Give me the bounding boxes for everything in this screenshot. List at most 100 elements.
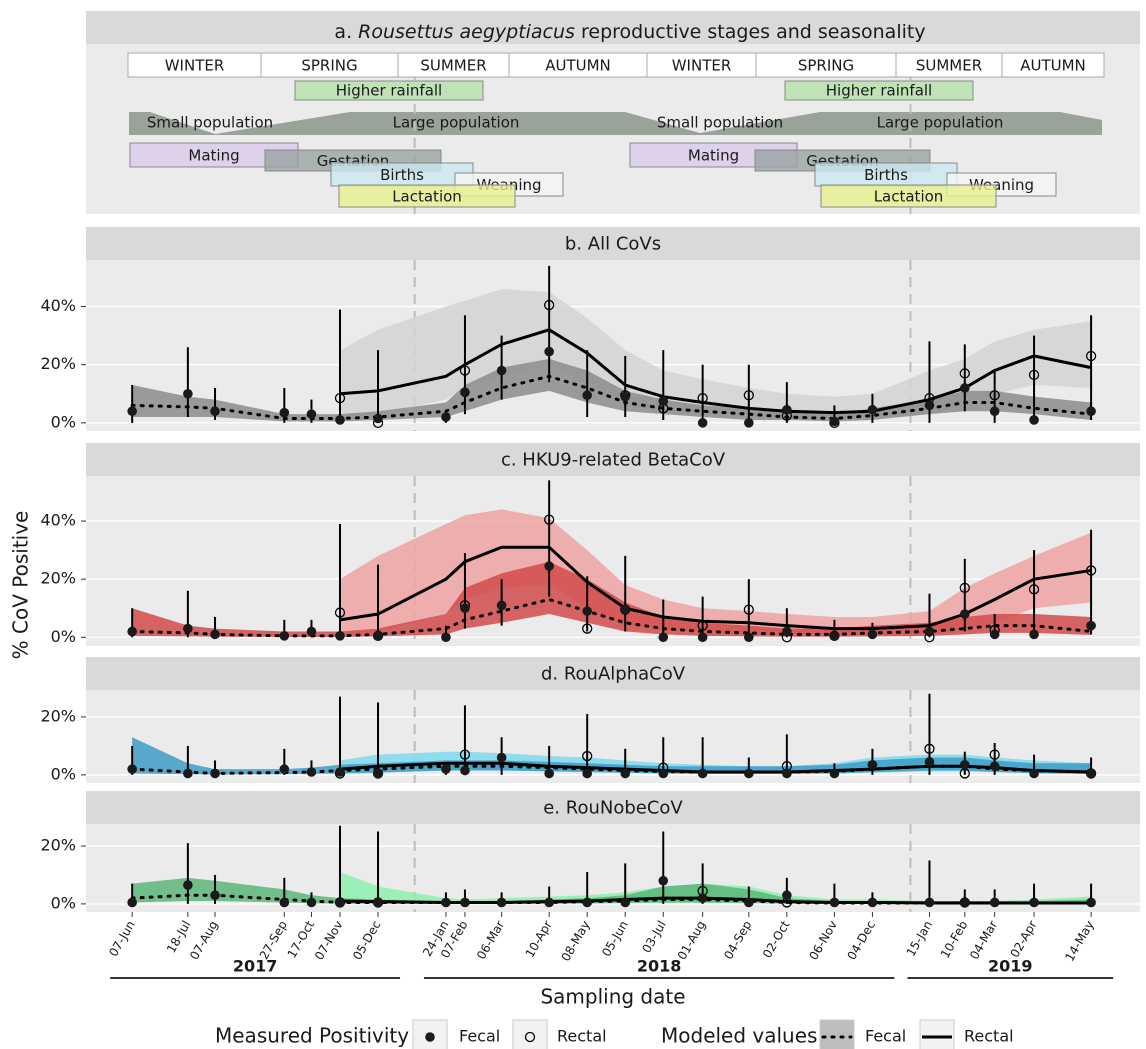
year-label: 2017	[233, 957, 278, 976]
rectal-point	[697, 392, 708, 404]
panel-a-title: a. Rousettus aegyptiacus reproductive st…	[334, 21, 925, 43]
fecal-point	[829, 897, 840, 908]
y-tick-label: 20%	[40, 836, 76, 855]
fecal-point	[306, 767, 317, 777]
fecal-point	[829, 768, 840, 779]
fecal-point	[496, 365, 507, 376]
model-band	[339, 289, 1092, 420]
fecal-point	[924, 400, 935, 411]
y-tick-label: 0%	[51, 412, 76, 431]
fecal-point	[183, 623, 193, 634]
x-tick-label: 05-Jun	[599, 918, 631, 959]
fecal-point	[279, 764, 290, 774]
fecal-point	[924, 626, 935, 637]
fecal-point	[1029, 629, 1039, 640]
fecal-point	[306, 626, 317, 637]
x-tick-label: 04-Mar	[967, 918, 1000, 962]
fecal-point	[373, 768, 383, 779]
legend-title: Modeled values	[661, 1024, 817, 1048]
fecal-point	[658, 768, 669, 779]
fecal-point	[1086, 406, 1096, 417]
fecal-point	[697, 768, 708, 779]
facet-strip	[86, 657, 1140, 690]
model-band	[339, 509, 1092, 635]
facet-strip	[86, 443, 1140, 476]
fecal-point	[441, 764, 451, 774]
facet-title: d. RouAlphaCoV	[541, 664, 686, 685]
fecal-point	[335, 897, 345, 908]
season-label: WINTER	[672, 57, 732, 75]
fecal-point	[544, 897, 554, 908]
fecal-point	[782, 626, 792, 637]
fecal-point	[306, 409, 317, 419]
rectal-point	[989, 390, 1000, 401]
fecal-point	[697, 418, 708, 428]
x-tick-label: 15-Jan	[904, 918, 936, 959]
fecal-point	[867, 404, 878, 415]
fecal-point	[697, 893, 708, 903]
rainfall-label: Higher rainfall	[826, 82, 932, 100]
season-label: SPRING	[798, 57, 854, 75]
stage-label: Mating	[688, 147, 739, 165]
x-tick-label: 14-May	[1062, 918, 1096, 963]
population-label: Large population	[393, 114, 520, 132]
fecal-point	[496, 897, 507, 908]
x-tick-label: 18-Jul	[164, 918, 193, 955]
fecal-point	[210, 890, 220, 901]
season-label: WINTER	[165, 57, 225, 75]
fecal-point	[1029, 897, 1039, 908]
fecal-point	[127, 626, 137, 637]
model-band	[132, 358, 1092, 422]
season-label: SUMMER	[420, 57, 486, 75]
fecal-point	[183, 880, 193, 890]
legend-key	[819, 1019, 855, 1049]
fecal-point	[1029, 415, 1039, 425]
fecal-point	[279, 407, 290, 418]
fecal-point	[829, 631, 840, 641]
legend-title: Measured Positivity	[215, 1024, 409, 1048]
legend-label: Rectal	[964, 1027, 1014, 1046]
population-label: Large population	[877, 114, 1004, 132]
population-band	[129, 112, 1102, 135]
fecal-point	[306, 897, 317, 908]
y-tick-label: 0%	[51, 764, 76, 783]
facet-title: e. RouNobeCoV	[543, 798, 683, 819]
fecal-point	[620, 897, 631, 908]
rectal-point	[544, 299, 555, 311]
x-tick-label: 02-Apr	[1008, 918, 1040, 960]
y-tick-label: 40%	[40, 511, 76, 530]
fecal-point	[210, 629, 220, 640]
legend-rectal-point	[524, 1031, 536, 1043]
fecal-point	[959, 383, 970, 393]
stage-box	[820, 184, 997, 208]
x-axis-title: Sampling date	[540, 985, 685, 1009]
rectal-point	[1028, 584, 1040, 595]
facet-strip	[86, 227, 1140, 260]
season-box	[127, 52, 262, 78]
rectal-point	[544, 514, 555, 525]
stage-label: Mating	[188, 147, 239, 165]
y-tick-label: 20%	[40, 354, 76, 373]
fecal-point	[544, 768, 554, 779]
x-tick-label: 10-Apr	[523, 918, 555, 960]
y-tick-label: 20%	[40, 706, 76, 725]
rectal-point	[1085, 565, 1097, 576]
rectal-point	[924, 743, 935, 754]
fecal-point	[183, 768, 193, 779]
fecal-point	[867, 897, 878, 908]
facet-title: c. HKU9-related BetaCoV	[501, 450, 726, 471]
fecal-point	[744, 418, 754, 428]
stage-box	[338, 184, 516, 208]
year-label: 2018	[637, 957, 682, 976]
facet-title: b. All CoVs	[565, 234, 661, 255]
fecal-point	[658, 632, 669, 643]
legend-label: Fecal	[865, 1027, 906, 1046]
legend-label: Fecal	[459, 1027, 500, 1046]
rectal-point	[743, 604, 754, 615]
fecal-point	[924, 757, 935, 767]
stage-label: Births	[380, 166, 424, 184]
fecal-point	[441, 897, 451, 908]
fecal-point	[959, 897, 970, 908]
fecal-point	[544, 346, 554, 357]
